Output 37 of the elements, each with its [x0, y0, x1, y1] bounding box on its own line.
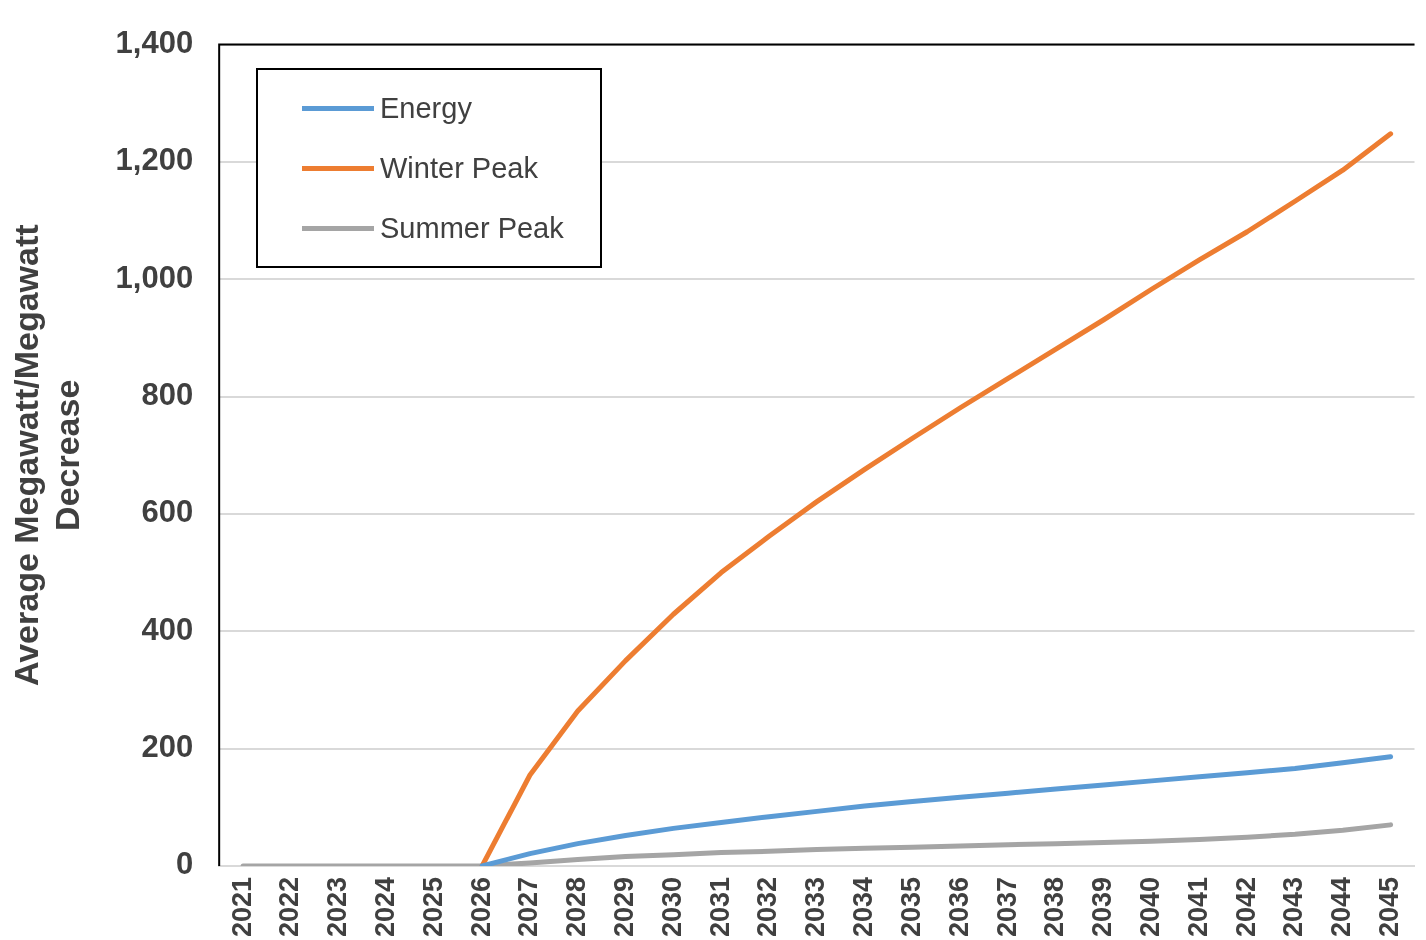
legend-label: Energy — [379, 90, 473, 126]
x-tick-label: 2024 — [369, 876, 400, 938]
y-tick-label: 0 — [175, 846, 194, 882]
x-tick-label: 2030 — [656, 876, 687, 938]
x-tick-label: 2038 — [1039, 876, 1070, 938]
x-tick-label: 2044 — [1326, 876, 1357, 938]
y-tick-label: 1,400 — [115, 25, 194, 61]
y-tick-label: 600 — [141, 494, 194, 530]
y-tick-label: 400 — [141, 611, 194, 647]
x-tick-label: 2022 — [274, 876, 305, 938]
x-tick-label: 2040 — [1134, 876, 1165, 938]
x-tick-label: 2025 — [417, 876, 448, 938]
legend-label: Winter Peak — [379, 150, 539, 186]
x-tick-label: 2035 — [895, 876, 926, 938]
x-tick-label: 2032 — [752, 876, 783, 938]
x-tick-label: 2026 — [465, 876, 496, 938]
y-tick-label: 800 — [141, 377, 194, 413]
x-tick-label: 2043 — [1278, 876, 1309, 938]
x-tick-label: 2033 — [800, 876, 831, 938]
y-tick-label: 1,200 — [115, 142, 194, 178]
x-tick-label: 2037 — [991, 876, 1022, 938]
x-tick-label: 2036 — [943, 876, 974, 938]
x-tick-label: 2027 — [513, 876, 544, 938]
y-axis-title: Average Megawatt/Megawatt Decrease — [6, 224, 86, 687]
x-tick-label: 2031 — [704, 876, 735, 938]
x-tick-label: 2042 — [1230, 876, 1261, 938]
x-tick-label: 2034 — [848, 876, 879, 938]
x-tick-label: 2045 — [1374, 876, 1405, 938]
x-tick-label: 2029 — [609, 876, 640, 938]
x-tick-label: 2041 — [1182, 876, 1213, 938]
y-tick-label: 200 — [141, 729, 194, 765]
y-tick-label: 1,000 — [115, 259, 194, 295]
x-tick-label: 2023 — [322, 876, 353, 938]
x-tick-label: 2021 — [226, 876, 257, 938]
x-tick-label: 2028 — [561, 876, 592, 938]
x-tick-label: 2039 — [1087, 876, 1118, 938]
legend-label: Summer Peak — [379, 210, 564, 246]
